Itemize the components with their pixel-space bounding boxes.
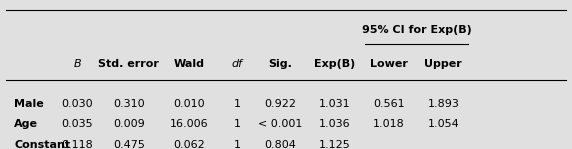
- Text: 95% CI for Exp(B): 95% CI for Exp(B): [362, 25, 471, 35]
- Text: 1.054: 1.054: [427, 119, 459, 129]
- Text: 1.018: 1.018: [373, 119, 405, 129]
- Text: Exp(B): Exp(B): [314, 59, 355, 69]
- Text: 0.804: 0.804: [264, 139, 296, 149]
- Text: 1.893: 1.893: [427, 98, 459, 109]
- Text: Sig.: Sig.: [268, 59, 292, 69]
- Text: 0.009: 0.009: [113, 119, 145, 129]
- Text: Constant: Constant: [14, 139, 70, 149]
- Text: 1: 1: [234, 98, 241, 109]
- Text: Std. error: Std. error: [98, 59, 159, 69]
- Text: 1.031: 1.031: [319, 98, 351, 109]
- Text: df: df: [232, 59, 243, 69]
- Text: 1.036: 1.036: [319, 119, 351, 129]
- Text: 1.125: 1.125: [319, 139, 351, 149]
- Text: 0.922: 0.922: [264, 98, 296, 109]
- Text: Male: Male: [14, 98, 44, 109]
- Text: Upper: Upper: [424, 59, 462, 69]
- Text: < 0.001: < 0.001: [258, 119, 303, 129]
- Text: 0.030: 0.030: [61, 98, 93, 109]
- Text: 0.035: 0.035: [61, 119, 93, 129]
- Text: 0.118: 0.118: [61, 139, 93, 149]
- Text: 0.010: 0.010: [173, 98, 205, 109]
- Text: 0.475: 0.475: [113, 139, 145, 149]
- Text: Lower: Lower: [370, 59, 408, 69]
- Text: 0.310: 0.310: [113, 98, 145, 109]
- Text: 16.006: 16.006: [169, 119, 208, 129]
- Text: 0.561: 0.561: [373, 98, 405, 109]
- Text: B: B: [73, 59, 81, 69]
- Text: Wald: Wald: [173, 59, 204, 69]
- Text: 1: 1: [234, 139, 241, 149]
- Text: 1: 1: [234, 119, 241, 129]
- Text: 0.062: 0.062: [173, 139, 205, 149]
- Text: Age: Age: [14, 119, 38, 129]
